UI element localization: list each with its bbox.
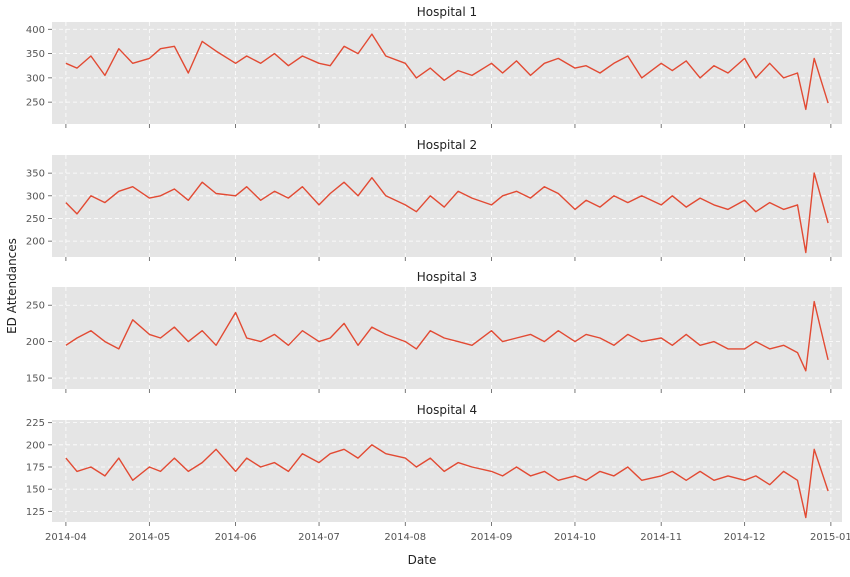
x-tick-label: 2014-07 xyxy=(298,532,340,543)
y-tick-label: 200 xyxy=(26,237,45,248)
x-tick-label: 2014-10 xyxy=(554,532,596,543)
y-tick-label: 250 xyxy=(26,301,45,312)
x-tick-label: 2014-08 xyxy=(384,532,426,543)
y-tick-label: 350 xyxy=(26,49,45,60)
panel-2: 200 250 300 350 Hospital 2 xyxy=(26,138,842,261)
panel-4: 125 150 175 200 225 Hospital 4 xyxy=(26,403,842,526)
y-tick-label: 300 xyxy=(26,191,45,202)
y-tick-label: 150 xyxy=(26,374,45,385)
x-axis-label: Date xyxy=(408,553,437,567)
y-tick-label: 300 xyxy=(26,73,45,84)
panel-background xyxy=(52,155,842,257)
panel-title: Hospital 3 xyxy=(417,270,477,284)
series-line xyxy=(65,444,829,519)
x-tick-label: 2014-05 xyxy=(128,532,170,543)
y-tick-label: 250 xyxy=(26,98,45,109)
series-line xyxy=(65,33,829,111)
panel-background xyxy=(52,287,842,389)
panel-title: Hospital 1 xyxy=(417,5,477,19)
x-tick-label: 2015-01 xyxy=(810,532,850,543)
panel-title: Hospital 2 xyxy=(417,138,477,152)
x-tick-label: 2014-04 xyxy=(45,532,87,543)
x-tick-label: 2014-12 xyxy=(724,532,766,543)
panel-background xyxy=(52,22,842,124)
x-tick-label: 2014-11 xyxy=(640,532,682,543)
y-tick-label: 400 xyxy=(26,25,45,36)
series-line xyxy=(65,172,829,254)
series-line xyxy=(65,300,829,372)
y-tick-label: 175 xyxy=(26,463,45,474)
x-tick-label: 2014-09 xyxy=(471,532,513,543)
panel-title: Hospital 4 xyxy=(417,403,477,417)
panels-group: 250 300 350 400 Hospital 1 200 250 300 350 Hospit… xyxy=(26,5,842,526)
y-tick-label: 225 xyxy=(26,418,45,429)
panel-3: 150 200 250 Hospital 3 xyxy=(26,270,842,393)
y-tick-label: 150 xyxy=(26,485,45,496)
y-tick-label: 200 xyxy=(26,440,45,451)
y-axis-label: ED Attendances xyxy=(5,238,19,334)
panel-background xyxy=(52,420,842,522)
y-tick-label: 200 xyxy=(26,337,45,348)
x-axis: 2014-04 2014-05 2014-06 2014-07 2014-08 2014-… xyxy=(45,532,850,543)
y-tick-label: 350 xyxy=(26,169,45,180)
panel-1: 250 300 350 400 Hospital 1 xyxy=(26,5,842,128)
y-tick-label: 250 xyxy=(26,214,45,225)
y-tick-label: 125 xyxy=(26,507,45,518)
x-tick-label: 2014-06 xyxy=(215,532,257,543)
